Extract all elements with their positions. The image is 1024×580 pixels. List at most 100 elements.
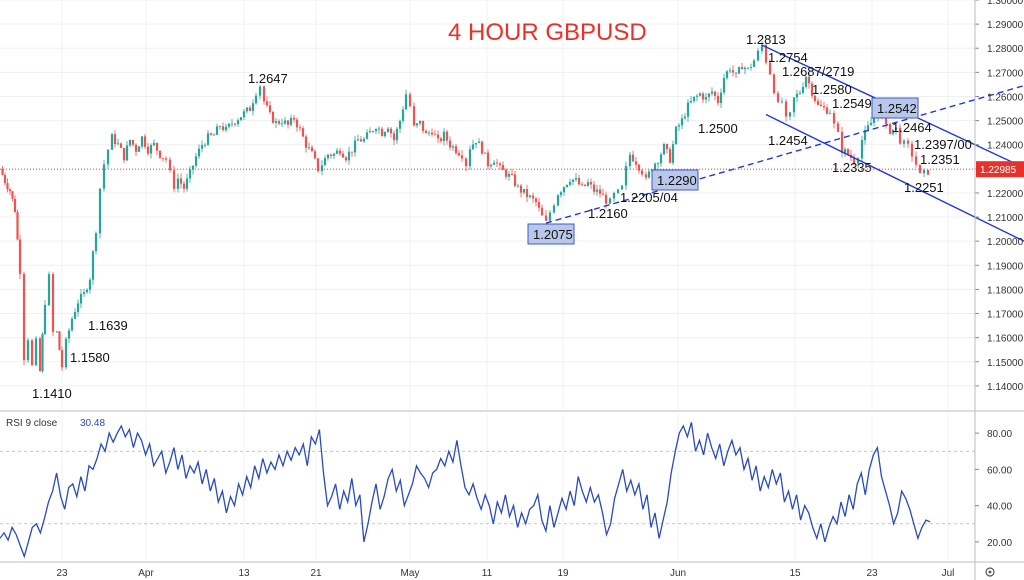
candle-body — [662, 143, 666, 155]
candle-body — [716, 95, 720, 104]
candle-body — [828, 112, 832, 114]
candle-body — [439, 138, 443, 141]
candle-body — [577, 178, 581, 185]
candle-body — [313, 151, 317, 159]
candle-body — [248, 107, 252, 111]
candle-body — [872, 118, 876, 123]
level-label: 1.2251 — [904, 180, 944, 195]
candle-body — [412, 106, 416, 126]
time-tick-label: 19 — [557, 568, 569, 579]
candle-body — [286, 120, 290, 125]
candle-body — [18, 239, 22, 274]
candle-body — [292, 117, 296, 120]
candle-body — [586, 182, 590, 186]
candle-body — [368, 131, 372, 133]
candle-body — [780, 101, 784, 103]
candle-body — [383, 132, 387, 137]
candle-body — [310, 147, 314, 152]
candle-body — [813, 95, 817, 101]
settings-icon[interactable] — [985, 567, 995, 577]
time-tick-label: 13 — [238, 568, 250, 579]
candle-body — [528, 195, 532, 197]
boxed-level-label: 1.2075 — [533, 227, 573, 242]
candle-body — [79, 293, 83, 304]
candle-body — [556, 195, 560, 206]
candle-body — [772, 74, 776, 94]
candle-body — [701, 93, 705, 100]
candle-body — [571, 179, 575, 182]
candle-body — [516, 185, 520, 187]
candle-body — [454, 146, 458, 153]
candle-body — [350, 151, 354, 153]
candle-body — [55, 331, 59, 333]
dashed-support-trendline — [545, 84, 1024, 224]
candle-body — [704, 97, 708, 100]
rsi-tick-label: 20.00 — [987, 538, 1012, 549]
rsi-title: RSI 9 close — [6, 418, 58, 429]
candle-body — [513, 174, 517, 187]
candle-body — [374, 129, 378, 132]
chart-title: 4 HOUR GBPUSD — [448, 19, 647, 46]
candle-body — [329, 154, 333, 156]
candle-body — [102, 164, 106, 189]
candle-body — [898, 127, 902, 144]
candle-body — [776, 93, 780, 103]
candle-body — [634, 161, 638, 165]
candle-body — [119, 143, 123, 148]
candle-body — [274, 121, 278, 123]
candle-body — [38, 338, 42, 372]
candle-body — [498, 163, 502, 166]
candle-body — [914, 156, 918, 165]
candle-body — [743, 67, 747, 70]
rsi-line — [0, 422, 931, 559]
level-label: 1.2205/04 — [620, 190, 678, 205]
candle-body — [206, 133, 210, 145]
candle-body — [788, 112, 792, 117]
candle-body — [41, 334, 44, 372]
candle-body — [852, 157, 856, 164]
price-tick-label: 1.14000 — [987, 382, 1024, 393]
candle-body — [51, 274, 55, 332]
candle-body — [843, 149, 847, 153]
candle-body — [565, 184, 569, 188]
boxed-level-background — [871, 97, 919, 119]
candle-body — [106, 149, 110, 165]
candle-body — [710, 91, 714, 94]
candle-body — [604, 194, 608, 204]
candle-body — [495, 162, 499, 164]
candle-body — [746, 67, 750, 69]
candle-body — [722, 77, 726, 93]
candle-body — [58, 331, 61, 351]
time-tick-label: 23 — [866, 568, 878, 579]
candle-body — [76, 303, 80, 313]
candle-body — [866, 125, 870, 131]
candle-body — [262, 86, 266, 102]
level-label: 1.2351 — [920, 152, 960, 167]
candle-body — [756, 50, 760, 61]
level-label: 1.2754 — [768, 50, 808, 65]
candle-body — [6, 183, 9, 190]
candlestick-series — [1, 41, 930, 373]
candle-body — [289, 117, 293, 125]
candle-body — [212, 134, 216, 136]
candle-body — [418, 120, 422, 124]
candle-body — [888, 123, 892, 134]
candle-body — [926, 169, 930, 175]
price-tick-label: 1.17000 — [987, 310, 1024, 321]
candle-body — [683, 116, 687, 119]
candle-body — [548, 212, 552, 221]
candle-body — [677, 125, 681, 127]
candle-body — [734, 72, 738, 74]
candle-body — [3, 174, 7, 184]
candle-body — [221, 126, 225, 131]
time-tick-label: May — [401, 568, 420, 579]
rsi-axis: 20.00 40.00 60.00 80.00 — [975, 429, 1012, 549]
candle-body — [637, 164, 641, 171]
candle-body — [194, 156, 198, 166]
candle-body — [507, 173, 511, 177]
candle-body — [30, 340, 34, 366]
candle-body — [143, 136, 147, 147]
candle-body — [268, 105, 272, 113]
candle-body — [798, 92, 802, 94]
candle-body — [215, 126, 219, 135]
